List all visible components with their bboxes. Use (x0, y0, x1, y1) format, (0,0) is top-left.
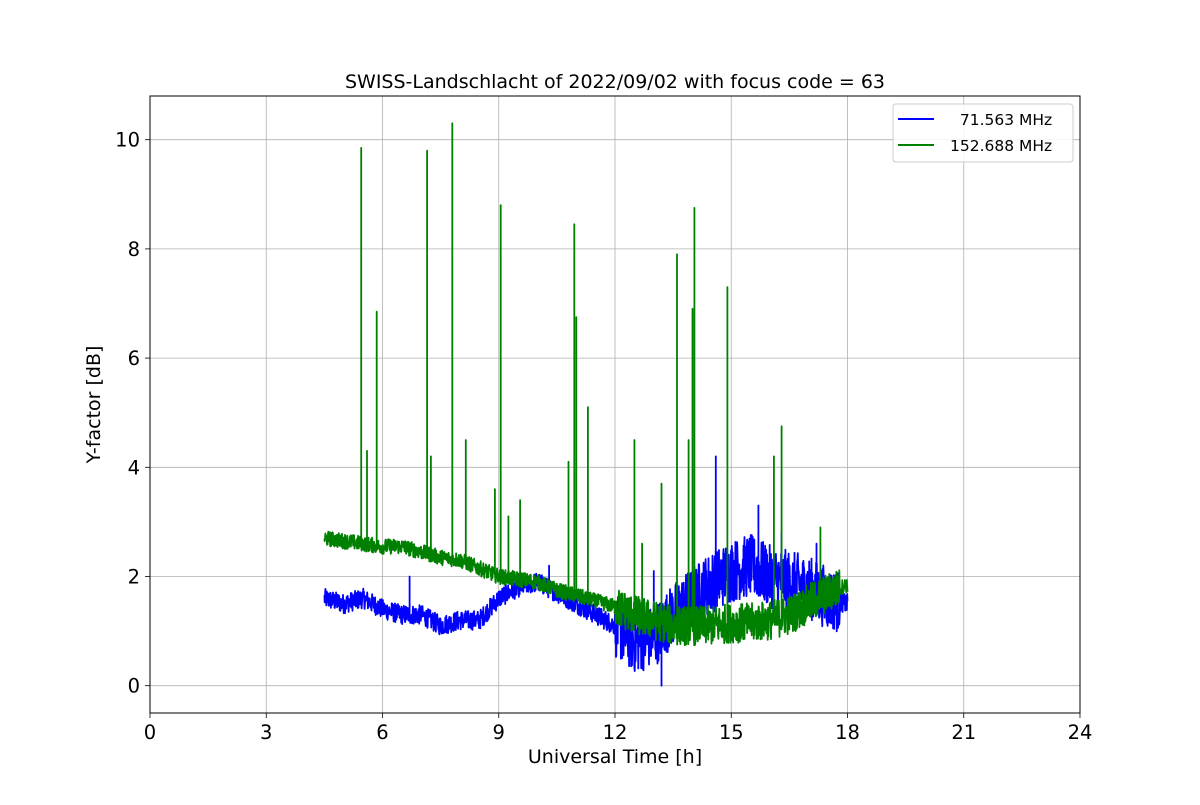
x-tick-label: 9 (493, 721, 505, 744)
x-axis-label: Universal Time [h] (528, 746, 702, 768)
y-axis-label: Y-factor [dB] (83, 346, 105, 465)
y-tick-label: 6 (128, 347, 140, 370)
legend-label-2: 152.688 MHz (950, 137, 1052, 155)
x-tick-label: 15 (719, 721, 744, 744)
y-tick-label: 8 (128, 238, 140, 261)
y-tick-label: 2 (128, 565, 140, 588)
series-line-1 (323, 455, 849, 687)
x-tick-label: 12 (603, 721, 628, 744)
series-line-2 (323, 122, 849, 647)
y-tick-label: 4 (128, 456, 140, 479)
x-tick-label: 18 (835, 721, 860, 744)
legend-box (892, 103, 1074, 163)
plot-series (323, 122, 849, 687)
legend-label-1: 71.563 MHz (950, 111, 1052, 129)
x-tick-label: 6 (376, 721, 388, 744)
x-tick-label: 24 (1068, 721, 1093, 744)
x-tick-label: 0 (144, 721, 156, 744)
x-tick-label: 21 (951, 721, 976, 744)
x-tick-label: 3 (260, 721, 272, 744)
y-tick-label: 0 (128, 675, 140, 698)
grid (149, 96, 1081, 713)
chart-title: SWISS-Landschlacht of 2022/09/02 with fo… (345, 71, 885, 93)
y-tick-label: 10 (115, 129, 140, 152)
legend: 71.563 MHz 152.688 MHz (892, 103, 1074, 163)
